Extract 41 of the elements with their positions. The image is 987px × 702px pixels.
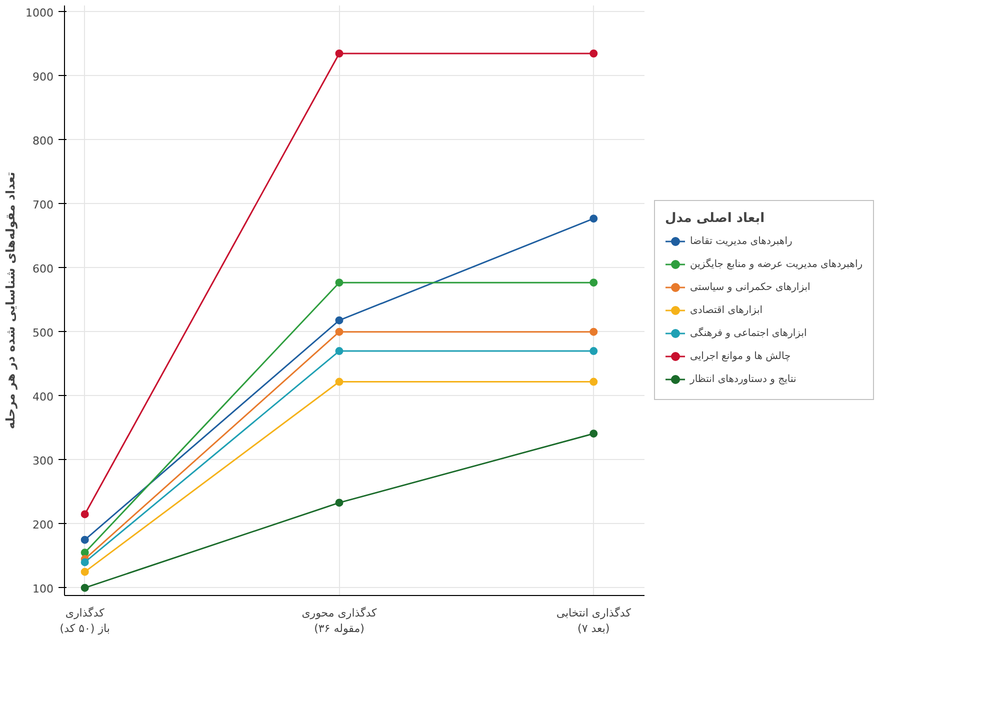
y-tick-label: 800 <box>32 134 54 148</box>
legend-label: ابزارهای حکمرانی و سیاستی <box>690 282 812 292</box>
point <box>590 214 598 223</box>
point <box>335 498 344 507</box>
x-tick-label: کدگذاری محوری (۳۶ مقوله) <box>302 606 378 636</box>
y-tick-label: 1000 <box>26 6 54 20</box>
legend-label: راهبردهای مدیریت عرضه و منابع جایگزین <box>690 258 863 270</box>
legend-label: چالش ها و موانع اجرایی <box>690 350 792 362</box>
point <box>590 430 598 438</box>
y-tick-label: 700 <box>32 198 54 212</box>
y-tick-label: 100 <box>32 582 54 596</box>
y-tick-label: 900 <box>32 70 54 84</box>
y-tick-label: 500 <box>32 326 54 340</box>
point <box>590 278 598 287</box>
point <box>590 378 598 386</box>
legend-label: ابزارهای اقتصادی <box>690 304 764 316</box>
legend-label: نتایج و دستاوردهای انتظار <box>690 374 798 384</box>
x-tick-label: کدگذاری انتخابی (۷ بعد) <box>556 606 632 636</box>
point <box>335 347 344 356</box>
y-tick-label: 300 <box>32 454 54 468</box>
y-tick-label: 400 <box>32 390 54 404</box>
y-axis-title: تعداد مقوله‌های شناسایی شده در هر مرحله <box>4 172 18 430</box>
point <box>590 347 598 356</box>
legend-label: راهبردهای مدیریت تقاضا <box>690 236 794 246</box>
point <box>80 536 89 544</box>
point <box>335 278 344 287</box>
point <box>335 328 344 336</box>
legend-title: ابعاد اصلی مدل <box>665 211 766 226</box>
point <box>335 50 344 58</box>
y-tick-label: 600 <box>32 262 54 276</box>
point <box>80 510 89 518</box>
y-tick-label: 200 <box>32 518 54 532</box>
point <box>80 558 89 566</box>
point <box>335 378 344 386</box>
point <box>590 50 598 58</box>
point <box>335 316 344 324</box>
point <box>80 568 89 576</box>
point <box>80 584 89 592</box>
x-tick-label: کدگذاری باز (۵۰ کد) <box>60 606 110 636</box>
legend-label: ابزارهای اجتماعی و فرهنگی <box>690 328 808 338</box>
point <box>590 328 598 336</box>
